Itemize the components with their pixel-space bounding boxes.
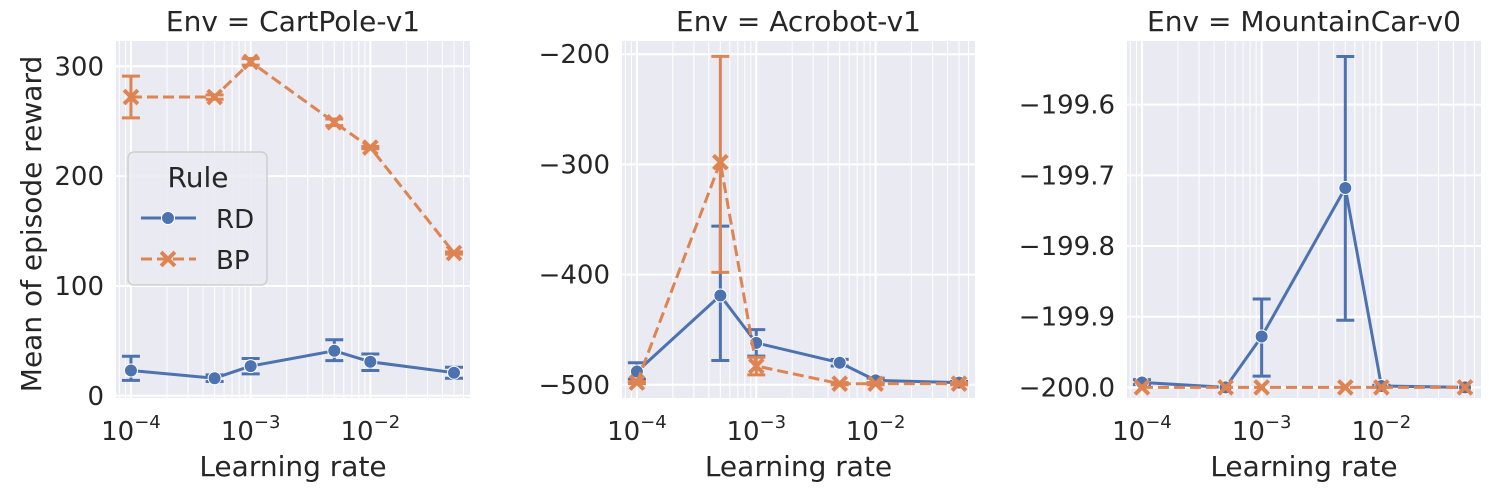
- legend-entry-rd: RD: [141, 205, 254, 235]
- x-tick-mantissa: 10: [341, 417, 374, 447]
- data-point: [831, 375, 849, 393]
- data-point: [1373, 379, 1390, 396]
- series-bp: [121, 53, 464, 262]
- data-point: [712, 153, 729, 171]
- y-tick-label: −199.9: [1019, 303, 1115, 333]
- x-tick-exponent: −4: [1145, 412, 1172, 433]
- y-tick-label: −199.6: [1019, 91, 1115, 121]
- legend-title: Rule: [168, 161, 229, 194]
- data-point: [1338, 181, 1353, 196]
- x-tick-exponent: −3: [1265, 412, 1292, 433]
- data-point: [1253, 379, 1270, 396]
- data-point: [1217, 379, 1234, 396]
- x-tick-mantissa: 10: [1352, 417, 1385, 447]
- data-point: [628, 374, 646, 391]
- plot-area: [1127, 41, 1481, 398]
- x-tick-label: 10−4: [607, 412, 667, 447]
- data-point: [445, 244, 463, 262]
- x-tick-label: 10−4: [101, 412, 161, 447]
- series-line: [130, 349, 455, 380]
- data-point: [207, 371, 222, 386]
- series-bp: [1133, 379, 1474, 396]
- x-tick-exponent: −4: [640, 412, 667, 433]
- x-tick-mantissa: 10: [607, 417, 640, 447]
- x-tick-mantissa: 10: [101, 417, 134, 447]
- data-point: [363, 354, 378, 369]
- data-point: [713, 288, 728, 303]
- x-tick-mantissa: 10: [1232, 417, 1265, 447]
- y-tick-label: −199.8: [1019, 232, 1115, 262]
- x-tick-mantissa: 10: [1112, 417, 1145, 447]
- y-tick-label: −400: [539, 261, 610, 291]
- legend-marker: [161, 211, 175, 225]
- data-point: [832, 355, 847, 370]
- subplot-title: Env = Acrobot-v1: [676, 5, 921, 38]
- data-point: [447, 365, 462, 380]
- data-point: [327, 343, 342, 358]
- x-tick-label: 10−2: [846, 412, 906, 447]
- y-tick-label: 100: [54, 272, 104, 302]
- y-axis-label: Mean of episode reward: [15, 56, 48, 392]
- y-tick-label: −200: [539, 40, 610, 70]
- x-tick-mantissa: 10: [846, 417, 879, 447]
- legend: Rule RD BP: [127, 151, 268, 286]
- x-tick-label: 10−3: [1232, 412, 1292, 447]
- x-tick-label: 10−2: [341, 412, 401, 447]
- x-tick-label: 10−3: [726, 412, 786, 447]
- data-point: [747, 357, 765, 375]
- data-point: [1133, 379, 1151, 396]
- data-point: [123, 363, 138, 378]
- plot-area: [622, 41, 975, 398]
- data-point: [950, 375, 968, 393]
- series-rd: [121, 338, 464, 386]
- data-point: [206, 88, 223, 106]
- x-tick-mantissa: 10: [726, 417, 759, 447]
- legend-label: BP: [216, 246, 250, 276]
- legend-marker: [159, 250, 177, 268]
- data-point: [1336, 379, 1354, 396]
- subplot-title: Env = CartPole-v1: [166, 5, 420, 38]
- series-line: [635, 156, 960, 386]
- series-bp: [627, 54, 969, 393]
- x-tick-label: 10−2: [1352, 412, 1412, 447]
- x-axis-label: Learning rate: [705, 450, 892, 483]
- data-point: [1456, 379, 1474, 396]
- x-tick-exponent: −3: [254, 412, 281, 433]
- y-tick-label: −300: [539, 150, 610, 180]
- y-tick-label: −200.0: [1019, 373, 1115, 403]
- data-point: [1254, 329, 1269, 344]
- y-tick-label: −500: [539, 371, 610, 401]
- series-line: [635, 293, 960, 385]
- x-tick-exponent: −4: [134, 412, 161, 433]
- data-point: [325, 113, 343, 131]
- data-point: [122, 88, 140, 106]
- y-tick-label: −199.7: [1019, 161, 1115, 191]
- series-line: [131, 59, 456, 254]
- y-tick-label: 300: [54, 52, 104, 82]
- data-point: [362, 139, 379, 156]
- x-tick-exponent: −2: [1385, 412, 1412, 433]
- subplot-title: Env = MountainCar-v0: [1147, 5, 1461, 38]
- x-axis-label: Learning rate: [199, 450, 386, 483]
- data-point: [242, 53, 259, 71]
- legend-label: RD: [216, 205, 254, 235]
- x-axis-label: Learning rate: [1210, 450, 1397, 483]
- y-tick-label: 0: [87, 382, 104, 412]
- x-tick-mantissa: 10: [221, 417, 254, 447]
- x-tick-exponent: −2: [374, 412, 401, 433]
- x-tick-exponent: −3: [760, 412, 787, 433]
- x-tick-label: 10−4: [1112, 412, 1172, 447]
- data-point: [867, 375, 884, 393]
- x-tick-label: 10−3: [221, 412, 281, 447]
- legend-entry-bp: BP: [141, 246, 250, 276]
- x-tick-exponent: −2: [879, 412, 906, 433]
- data-point: [243, 359, 258, 374]
- y-tick-label: 200: [54, 162, 104, 192]
